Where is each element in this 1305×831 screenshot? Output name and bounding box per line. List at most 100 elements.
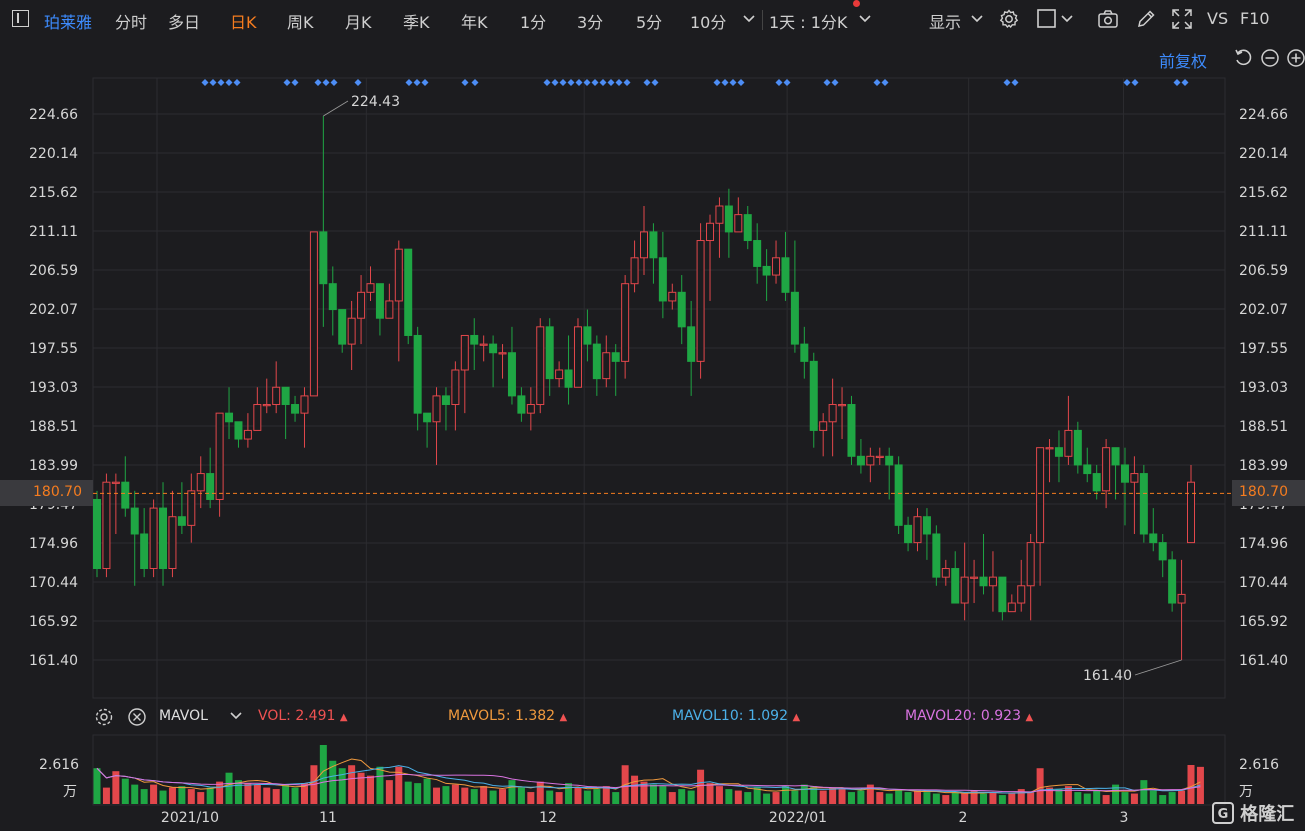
candle-body — [555, 369, 564, 380]
display-menu[interactable]: 显示 — [929, 13, 962, 32]
volume-bar — [414, 783, 422, 804]
indicator-name[interactable]: MAVOL — [159, 708, 208, 724]
candle-body — [1168, 559, 1177, 604]
stock-name[interactable]: 珀莱雅 — [44, 13, 93, 32]
volume-bar — [244, 783, 252, 804]
candle-body — [979, 576, 988, 587]
zoom-out-icon[interactable] — [1260, 48, 1280, 68]
volume-bar — [433, 787, 441, 804]
tab-weekly-k[interactable]: 周K — [287, 13, 314, 32]
tab-yearly-k[interactable]: 年K — [461, 13, 488, 32]
tab-monthly-k[interactable]: 月K — [345, 13, 372, 32]
signal-diamond — [559, 79, 567, 86]
candle-body — [951, 568, 960, 604]
signal-diamond — [283, 79, 291, 86]
candle-body — [602, 352, 611, 380]
vol-unit-left: 万 — [63, 784, 77, 800]
x-axis-labels: 2021/10 11 12 2022/01 2 3 — [161, 810, 1129, 826]
panel-toggle-icon[interactable] — [12, 10, 29, 27]
pencil-icon[interactable] — [1135, 8, 1157, 30]
gear-icon[interactable] — [998, 8, 1020, 30]
volume-bar — [687, 790, 695, 804]
y-tick-label-right: 220.14 — [1239, 146, 1288, 162]
current-price-tag — [1232, 480, 1305, 506]
y-tick-label-left: 188.51 — [29, 419, 78, 435]
tab-quarterly-k[interactable]: 季K — [403, 13, 430, 32]
candle-body — [790, 291, 799, 345]
volume-bar — [734, 790, 742, 804]
display-chevron-icon[interactable] — [970, 12, 984, 26]
indicator-chevron-icon[interactable] — [229, 709, 243, 723]
reset-icon[interactable] — [1233, 48, 1253, 68]
more-periods-chevron-icon[interactable] — [742, 12, 756, 26]
volume-bar — [131, 784, 139, 804]
mavol20-up-icon: ▲ — [1025, 712, 1034, 723]
y-tick-label-right: 224.66 — [1239, 107, 1288, 123]
candle-body — [319, 231, 328, 285]
layout-square-icon[interactable] — [1036, 8, 1058, 30]
signal-diamond — [543, 79, 551, 86]
f10-button[interactable]: F10 — [1240, 9, 1270, 28]
candle-body — [385, 300, 394, 319]
signal-diamond — [209, 79, 217, 86]
candle-body — [1187, 481, 1195, 544]
vol-unit-right: 万 — [1239, 784, 1253, 800]
tab-intraday[interactable]: 分时 — [115, 13, 148, 32]
tab-5min[interactable]: 5分 — [636, 13, 663, 32]
candle-body — [177, 516, 186, 526]
low-leader-line — [1134, 659, 1182, 676]
mavol20-value: 0.923 — [980, 708, 1021, 724]
x-tick-label: 2 — [959, 810, 968, 826]
volume-bar — [555, 792, 563, 804]
volume-bar — [1130, 793, 1138, 804]
volume-bar — [932, 793, 940, 804]
tab-multi-day[interactable]: 多日 — [168, 13, 201, 32]
volume-bar — [348, 765, 356, 804]
volume-bar — [338, 768, 346, 804]
candle-body — [762, 265, 771, 276]
candle-body — [734, 214, 743, 233]
period-chevron-icon[interactable] — [858, 12, 872, 26]
vs-compare-button[interactable]: VS — [1207, 9, 1229, 28]
tab-daily-k[interactable]: 日K — [230, 13, 257, 32]
tab-3min[interactable]: 3分 — [577, 13, 604, 32]
candle-body — [1120, 464, 1129, 483]
y-tick-label-right: 206.59 — [1239, 263, 1288, 279]
volume-bar — [602, 786, 610, 804]
close-indicator-icon[interactable] — [127, 707, 147, 727]
candle-body — [272, 386, 281, 406]
volume-settings-gear-icon[interactable] — [94, 707, 114, 727]
vol-value: 2.491 — [295, 708, 336, 724]
gelonghui-logo: G 格隆汇 — [1212, 800, 1294, 826]
signal-diamond — [1011, 79, 1019, 86]
signal-diamond — [551, 79, 559, 86]
volume-bar — [1102, 795, 1110, 804]
y-tick-label-right: 174.96 — [1239, 536, 1288, 552]
signal-diamond — [322, 79, 330, 86]
volume-bar — [1055, 789, 1063, 804]
volume-bar — [763, 793, 771, 804]
mavol10-value: 1.092 — [747, 708, 788, 724]
candle-body — [309, 231, 318, 397]
candle-body — [328, 283, 337, 311]
candle-body — [536, 326, 545, 406]
volume-bar — [715, 786, 723, 804]
volume-bar — [1036, 768, 1044, 804]
adjust-mode-button[interactable]: 前复权 — [1159, 52, 1208, 71]
fullscreen-icon[interactable] — [1171, 8, 1193, 30]
layout-chevron-icon[interactable] — [1060, 12, 1074, 26]
volume-bar — [753, 787, 761, 804]
zoom-in-icon[interactable] — [1286, 48, 1305, 68]
plot-frame — [92, 77, 1226, 699]
period-select[interactable]: 1天 : 1分K — [769, 13, 848, 32]
signal-diamond — [314, 79, 322, 86]
tab-1min[interactable]: 1分 — [520, 13, 547, 32]
candle-body — [479, 343, 488, 346]
candle-body — [828, 404, 837, 423]
y-tick-label-left: 215.62 — [29, 185, 78, 201]
vol-label: VOL: — [258, 708, 291, 724]
signal-diamond — [713, 79, 721, 86]
tab-10min[interactable]: 10分 — [690, 13, 727, 32]
camera-icon[interactable] — [1097, 8, 1119, 30]
